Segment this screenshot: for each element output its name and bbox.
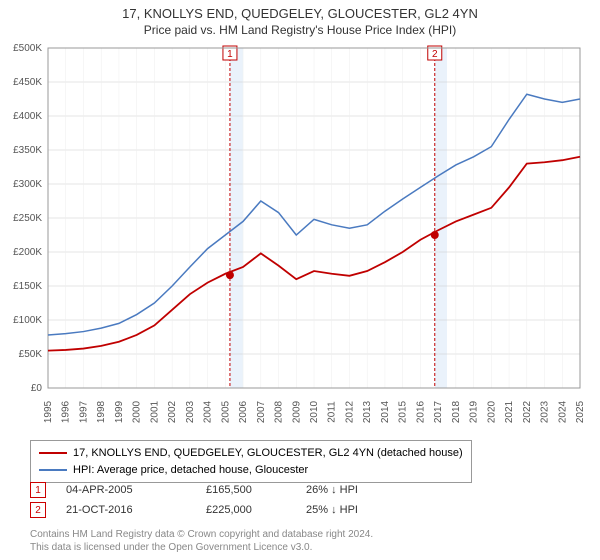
svg-text:2004: 2004 — [203, 400, 214, 423]
svg-text:£500K: £500K — [13, 43, 42, 54]
svg-text:2009: 2009 — [291, 400, 302, 423]
svg-text:2008: 2008 — [274, 400, 285, 423]
svg-text:£300K: £300K — [13, 179, 42, 190]
svg-text:2005: 2005 — [220, 400, 231, 423]
svg-text:2020: 2020 — [486, 400, 497, 423]
svg-text:£150K: £150K — [13, 281, 42, 292]
svg-text:2000: 2000 — [132, 400, 143, 423]
svg-text:£50K: £50K — [19, 349, 43, 360]
svg-text:2007: 2007 — [256, 400, 267, 423]
svg-text:2014: 2014 — [380, 400, 391, 423]
marker-row: 2 21-OCT-2016 £225,000 25% ↓ HPI — [30, 502, 406, 518]
svg-text:2001: 2001 — [149, 400, 160, 423]
marker-row: 1 04-APR-2005 £165,500 26% ↓ HPI — [30, 482, 406, 498]
footer-line: Contains HM Land Registry data © Crown c… — [30, 528, 373, 541]
svg-text:2: 2 — [432, 49, 438, 60]
svg-text:2024: 2024 — [557, 400, 568, 423]
marker-table: 1 04-APR-2005 £165,500 26% ↓ HPI 2 21-OC… — [30, 482, 406, 522]
marker-price: £225,000 — [206, 504, 286, 516]
legend-label: HPI: Average price, detached house, Glou… — [73, 462, 308, 479]
svg-text:2022: 2022 — [522, 400, 533, 423]
svg-text:2023: 2023 — [540, 400, 551, 423]
legend: 17, KNOLLYS END, QUEDGELEY, GLOUCESTER, … — [30, 440, 472, 483]
svg-text:1995: 1995 — [43, 400, 54, 423]
svg-text:£400K: £400K — [13, 111, 42, 122]
svg-text:1996: 1996 — [61, 400, 72, 423]
svg-text:£450K: £450K — [13, 77, 42, 88]
marker-badge: 1 — [30, 482, 46, 498]
footer: Contains HM Land Registry data © Crown c… — [30, 528, 373, 554]
legend-item-hpi: HPI: Average price, detached house, Glou… — [39, 462, 463, 479]
chart-subtitle: Price paid vs. HM Land Registry's House … — [0, 23, 600, 37]
svg-text:2012: 2012 — [344, 400, 355, 423]
marker-delta: 26% ↓ HPI — [306, 484, 406, 496]
svg-text:2017: 2017 — [433, 400, 444, 423]
marker-date: 21-OCT-2016 — [66, 504, 186, 516]
svg-text:2025: 2025 — [575, 400, 586, 423]
svg-text:£350K: £350K — [13, 145, 42, 156]
svg-text:1: 1 — [227, 49, 233, 60]
svg-text:£200K: £200K — [13, 247, 42, 258]
svg-text:2018: 2018 — [451, 400, 462, 423]
svg-text:2019: 2019 — [469, 400, 480, 423]
svg-text:2010: 2010 — [309, 400, 320, 423]
svg-text:2011: 2011 — [327, 401, 338, 423]
legend-label: 17, KNOLLYS END, QUEDGELEY, GLOUCESTER, … — [73, 445, 463, 462]
svg-text:2003: 2003 — [185, 400, 196, 423]
svg-text:1998: 1998 — [96, 400, 107, 423]
chart-plot: 12£0£50K£100K£150K£200K£250K£300K£350K£4… — [48, 48, 580, 388]
marker-date: 04-APR-2005 — [66, 484, 186, 496]
footer-line: This data is licensed under the Open Gov… — [30, 541, 373, 554]
marker-badge: 2 — [30, 502, 46, 518]
svg-text:1999: 1999 — [114, 400, 125, 423]
svg-text:2015: 2015 — [398, 400, 409, 423]
svg-text:£100K: £100K — [13, 315, 42, 326]
svg-text:£250K: £250K — [13, 213, 42, 224]
svg-text:2021: 2021 — [504, 400, 515, 423]
legend-item-price-paid: 17, KNOLLYS END, QUEDGELEY, GLOUCESTER, … — [39, 445, 463, 462]
svg-text:2016: 2016 — [415, 400, 426, 423]
svg-text:2013: 2013 — [362, 400, 373, 423]
marker-price: £165,500 — [206, 484, 286, 496]
chart-title: 17, KNOLLYS END, QUEDGELEY, GLOUCESTER, … — [0, 6, 600, 21]
svg-text:£0: £0 — [31, 383, 43, 394]
marker-delta: 25% ↓ HPI — [306, 504, 406, 516]
svg-text:2006: 2006 — [238, 400, 249, 423]
svg-text:1997: 1997 — [78, 400, 89, 423]
svg-text:2002: 2002 — [167, 400, 178, 423]
